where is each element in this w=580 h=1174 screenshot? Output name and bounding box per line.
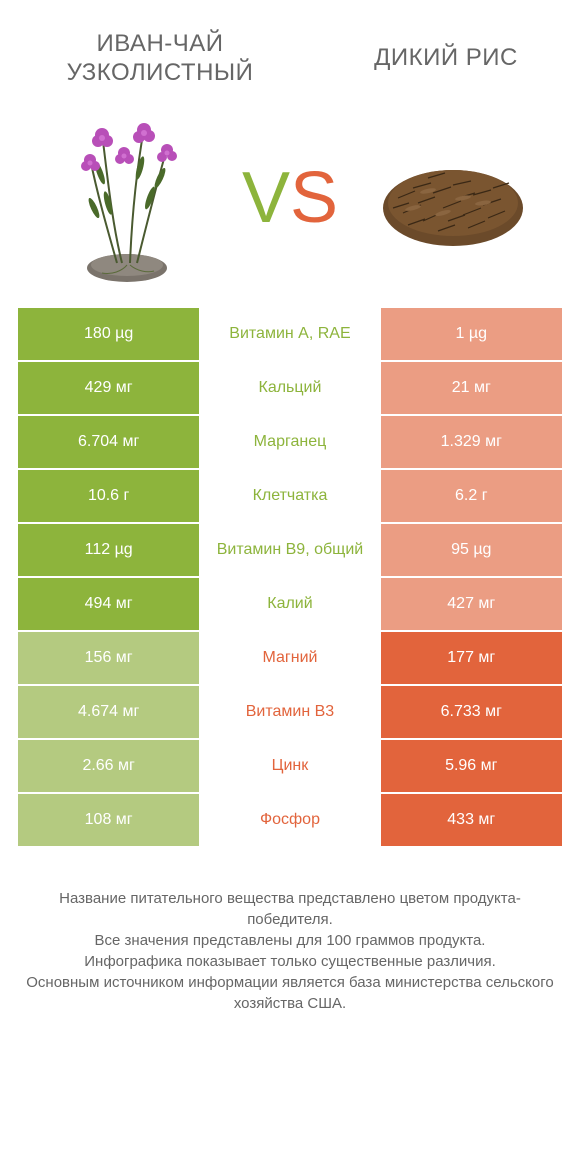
cell-mid: Витамин B3 xyxy=(199,686,380,738)
table-row: 108 мгФосфор433 мг xyxy=(18,794,562,846)
cell-right: 427 мг xyxy=(381,578,562,630)
cell-right: 21 мг xyxy=(381,362,562,414)
cell-mid: Калий xyxy=(199,578,380,630)
footer-line-4: Основным источником информации является … xyxy=(20,972,560,1014)
cell-right: 95 µg xyxy=(381,524,562,576)
footer-line-1: Название питательного вещества представл… xyxy=(20,888,560,930)
cell-mid: Магний xyxy=(199,632,380,684)
table-row: 429 мгКальций21 мг xyxy=(18,362,562,414)
cell-mid: Витамин A, RAE xyxy=(199,308,380,360)
table-row: 494 мгКалий427 мг xyxy=(18,578,562,630)
cell-mid: Кальций xyxy=(199,362,380,414)
table-row: 156 мгМагний177 мг xyxy=(18,632,562,684)
cell-right: 6.733 мг xyxy=(381,686,562,738)
cell-right: 433 мг xyxy=(381,794,562,846)
wild-rice-icon xyxy=(373,143,533,253)
image-left xyxy=(47,118,207,278)
cell-left: 2.66 мг xyxy=(18,740,199,792)
cell-left: 4.674 мг xyxy=(18,686,199,738)
cell-left: 112 µg xyxy=(18,524,199,576)
table-row: 6.704 мгМарганец1.329 мг xyxy=(18,416,562,468)
cell-mid: Клетчатка xyxy=(199,470,380,522)
footer-notes: Название питательного вещества представл… xyxy=(0,848,580,1034)
header: Иван-чай узколистный Дикий рис xyxy=(0,0,580,98)
cell-mid: Витамин B9, общий xyxy=(199,524,380,576)
title-left: Иван-чай узколистный xyxy=(30,30,290,88)
footer-line-2: Все значения представлены для 100 граммо… xyxy=(20,930,560,951)
comparison-table: 180 µgВитамин A, RAE1 µg429 мгКальций21 … xyxy=(18,308,562,846)
image-row: VS xyxy=(0,98,580,308)
cell-right: 5.96 мг xyxy=(381,740,562,792)
cell-mid: Марганец xyxy=(199,416,380,468)
table-row: 180 µgВитамин A, RAE1 µg xyxy=(18,308,562,360)
cell-left: 429 мг xyxy=(18,362,199,414)
cell-right: 1 µg xyxy=(381,308,562,360)
table-row: 2.66 мгЦинк5.96 мг xyxy=(18,740,562,792)
cell-left: 494 мг xyxy=(18,578,199,630)
cell-right: 177 мг xyxy=(381,632,562,684)
vs-s: S xyxy=(290,158,338,238)
title-right: Дикий рис xyxy=(342,44,550,73)
cell-left: 10.6 г xyxy=(18,470,199,522)
footer-line-3: Инфографика показывает только существенн… xyxy=(20,951,560,972)
cell-left: 6.704 мг xyxy=(18,416,199,468)
cell-mid: Цинк xyxy=(199,740,380,792)
cell-left: 156 мг xyxy=(18,632,199,684)
cell-right: 1.329 мг xyxy=(381,416,562,468)
cell-mid: Фосфор xyxy=(199,794,380,846)
table-row: 4.674 мгВитамин B36.733 мг xyxy=(18,686,562,738)
cell-right: 6.2 г xyxy=(381,470,562,522)
cell-left: 108 мг xyxy=(18,794,199,846)
fireweed-icon xyxy=(52,113,202,283)
vs-label: VS xyxy=(242,157,338,239)
image-right xyxy=(373,118,533,278)
vs-v: V xyxy=(242,158,290,238)
cell-left: 180 µg xyxy=(18,308,199,360)
table-row: 10.6 гКлетчатка6.2 г xyxy=(18,470,562,522)
table-row: 112 µgВитамин B9, общий95 µg xyxy=(18,524,562,576)
